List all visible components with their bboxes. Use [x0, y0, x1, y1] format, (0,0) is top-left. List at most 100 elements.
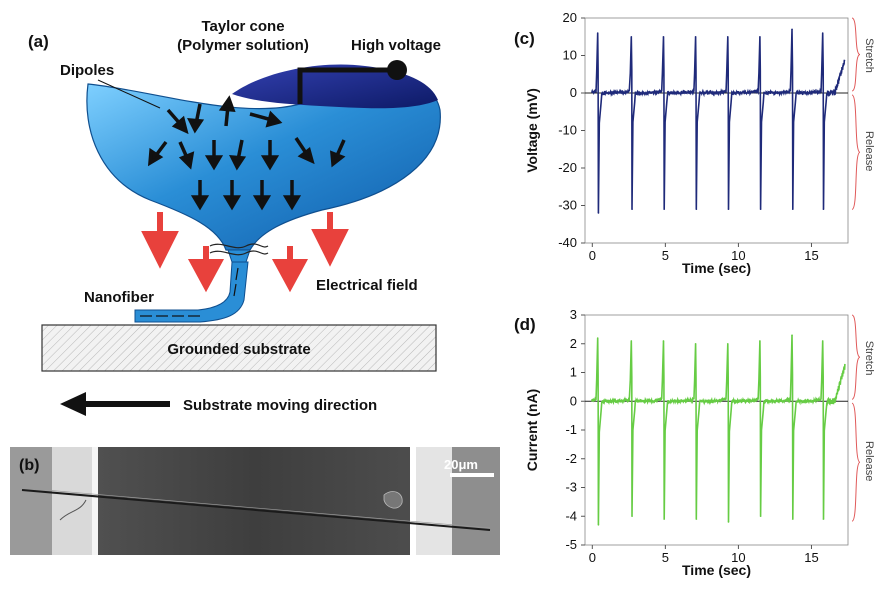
sem-electrode-right-edge	[410, 447, 416, 555]
dipoles-leader	[97, 79, 161, 109]
jet-neck	[227, 249, 251, 263]
dipole-arrow	[166, 108, 189, 135]
positive-peak-point	[694, 342, 697, 345]
panel-c-label: (c)	[514, 29, 535, 48]
panel-b: (b) 20μm	[10, 447, 500, 555]
y-tick-label: 20	[563, 10, 577, 25]
release-label: Release	[863, 441, 875, 481]
dipole-arrow	[229, 139, 247, 171]
sem-nanofiber	[21, 489, 491, 531]
y-tick-label: 0	[570, 393, 577, 408]
positive-peak-point	[821, 32, 824, 34]
field-arrow	[271, 246, 309, 293]
negative-peak-point	[727, 208, 730, 211]
negative-peak-point	[759, 515, 762, 518]
positive-peak-point	[759, 35, 761, 38]
x-tick-label: 15	[804, 248, 818, 263]
negative-peak-point	[791, 208, 794, 211]
sem-far-left	[10, 447, 52, 555]
scale-bar-label: 20μm	[444, 457, 478, 472]
y-tick-label: -30	[558, 198, 577, 213]
field-arrow	[141, 212, 179, 269]
negative-peak-point	[597, 212, 600, 214]
nanofiber-label: Nanofiber	[84, 289, 154, 306]
dipole-arrow	[218, 95, 236, 127]
scale-bar	[450, 473, 494, 477]
sem-electrode-right	[412, 447, 452, 555]
panel-d-label: (d)	[514, 315, 536, 334]
positive-peak-point	[759, 340, 761, 342]
panel-a-label: (a)	[28, 32, 49, 51]
y-tick-label: -2	[565, 451, 577, 466]
sem-electrode-left	[52, 447, 96, 555]
y-tick-label: 0	[570, 85, 577, 100]
signal-trace	[591, 29, 846, 214]
negative-peak-point	[695, 518, 698, 520]
release-bracket	[851, 402, 861, 522]
negative-peak-point	[822, 518, 825, 520]
stretch-bracket	[851, 314, 861, 400]
plot-frame	[584, 314, 849, 546]
x-tick-label: 15	[804, 550, 818, 565]
moving-direction-arrow	[60, 392, 170, 416]
moving-direction-label: Substrate moving direction	[183, 397, 377, 414]
positive-peak-point	[791, 28, 793, 31]
negative-peak-point	[597, 524, 600, 526]
dipole-arrow	[178, 141, 195, 170]
positive-peak-point	[596, 337, 599, 339]
sem-nanofiber-highlight	[21, 487, 491, 529]
negative-peak-point	[695, 208, 698, 211]
dipole-arrow	[187, 103, 205, 134]
x-tick-label: 0	[589, 248, 596, 263]
dipole-arrow	[329, 139, 346, 168]
high-voltage-label: High voltage	[351, 37, 441, 54]
y-tick-label: 10	[563, 48, 577, 63]
dipole-arrow	[249, 110, 283, 128]
jet-break-2	[209, 250, 269, 256]
dipole-arrows	[147, 95, 346, 211]
x-tick-label: 5	[662, 550, 669, 565]
high-voltage-wire	[297, 67, 394, 104]
positive-peak-point	[726, 35, 729, 38]
nanofiber-jet	[134, 261, 249, 323]
sem-electrode-left-edge	[92, 447, 98, 555]
y-tick-label: -20	[558, 160, 577, 175]
positive-peak-point	[821, 340, 824, 342]
positive-peak-point	[791, 334, 793, 336]
x-tick-label: 0	[589, 550, 596, 565]
polymer-solution-label: (Polymer solution)	[177, 37, 309, 54]
y-tick-label: -40	[558, 235, 577, 250]
negative-peak-point	[631, 515, 633, 518]
release-label: Release	[863, 131, 875, 171]
dipole-arrow	[222, 180, 242, 211]
y-tick-label: 2	[570, 336, 577, 351]
positive-peak-point	[630, 35, 633, 38]
electrical-field-label: Electrical field	[316, 277, 418, 294]
chart-c: -40 -30 -20 -10 0 10 20 0 5 10 15 Time (sec) Voltage…	[524, 10, 875, 276]
plot-frame	[584, 17, 849, 244]
y-axis-title: Current (nA)	[524, 389, 540, 471]
positive-peak-point	[662, 340, 665, 342]
y-tick-label: -4	[565, 508, 577, 523]
dipole-arrow	[190, 180, 210, 211]
taylor-cone-label: Taylor cone	[201, 18, 284, 35]
dipole-arrow	[252, 180, 272, 211]
dipole-arrow	[204, 140, 224, 171]
field-arrow	[311, 212, 349, 267]
chart-d: -5 -4 -3 -2 -1 0 1 2 3 0 5 10 15 Time (sec) Current (n…	[524, 307, 875, 578]
field-arrow	[187, 246, 225, 293]
y-tick-label: -5	[565, 537, 577, 552]
negative-peak-point	[631, 208, 633, 211]
panel-a: (a)	[28, 18, 441, 416]
dipole-arrow	[147, 140, 168, 167]
x-tick-label: 5	[662, 248, 669, 263]
y-tick-label: -1	[565, 422, 577, 437]
fiber-charge-arrows	[140, 267, 239, 317]
negative-peak-point	[791, 518, 794, 520]
positive-peak-point	[662, 35, 665, 38]
release-bracket	[851, 94, 861, 210]
y-tick-label: 3	[570, 307, 577, 322]
high-voltage-terminal	[387, 60, 407, 80]
dipoles-label: Dipoles	[60, 62, 114, 79]
